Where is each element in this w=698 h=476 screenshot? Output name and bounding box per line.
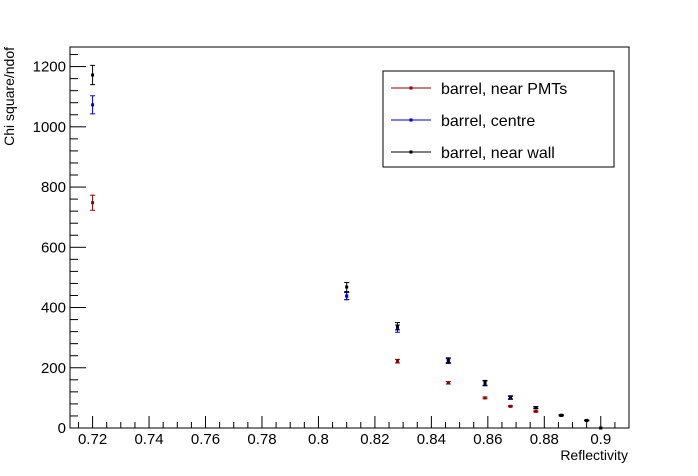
legend-entry-2: barrel, centre: [391, 113, 535, 130]
x-tick-label: 0.74: [134, 431, 163, 448]
y-tick-label: 1000: [33, 119, 66, 136]
y-tick-label: 0: [58, 420, 66, 437]
data-point: [395, 359, 399, 363]
x-tick-label: 0.84: [417, 431, 446, 448]
data-point: [91, 73, 95, 77]
x-tick-label: 0.76: [191, 431, 220, 448]
data-point: [483, 381, 487, 385]
y-axis-title: Chi square/ndof: [1, 47, 17, 146]
data-point: [345, 285, 349, 289]
legend-label-3: barrel, near wall: [441, 145, 555, 162]
data-point: [508, 395, 512, 399]
x-tick-label: 0.9: [590, 431, 611, 448]
data-point: [508, 404, 512, 408]
legend-entry-3: barrel, near wall: [391, 145, 555, 162]
legend-entry-1: barrel, near PMTs: [391, 81, 567, 98]
legend: barrel, near PMTs barrel, centre barrel,…: [382, 70, 615, 168]
legend-label-2: barrel, centre: [441, 113, 535, 130]
axes: 0.72 0.74 0.76 0.78 0.8 0.82 0.84 0.86 0.88 0.9 0 2…: [33, 54, 630, 448]
x-axis-title: Reflectivity: [560, 447, 628, 463]
x-tick-label: 0.88: [530, 431, 559, 448]
data-point: [534, 406, 538, 410]
legend-box: [382, 70, 615, 168]
data-point: [91, 201, 95, 205]
series-3: [90, 64, 603, 430]
x-tick-label: 0.86: [473, 431, 502, 448]
y-tick-label: 200: [41, 360, 66, 377]
plot-frame: [69, 46, 630, 429]
legend-label-1: barrel, near PMTs: [441, 81, 567, 98]
data-point: [345, 294, 349, 298]
y-tick-label: 600: [41, 239, 66, 256]
data-point: [559, 413, 563, 417]
x-tick-label: 0.78: [247, 431, 276, 448]
data-point: [534, 409, 538, 413]
series-1: [90, 194, 603, 430]
data-point: [585, 418, 589, 422]
x-tick-label: 0.82: [360, 431, 389, 448]
data-point: [446, 358, 450, 362]
y-tick-label: 800: [41, 179, 66, 196]
x-tick-label: 0.8: [308, 431, 329, 448]
data-point: [446, 381, 450, 385]
data-point: [483, 396, 487, 400]
legend-marker-1: [409, 86, 413, 90]
data-point: [395, 324, 399, 328]
data-marks: [90, 64, 603, 430]
data-point: [91, 103, 95, 107]
legend-marker-2: [409, 118, 413, 122]
legend-marker-3: [409, 150, 413, 154]
y-tick-label: 400: [41, 300, 66, 317]
y-tick-label: 1200: [33, 59, 66, 76]
data-point: [599, 426, 603, 430]
x-tick-label: 0.72: [78, 431, 107, 448]
